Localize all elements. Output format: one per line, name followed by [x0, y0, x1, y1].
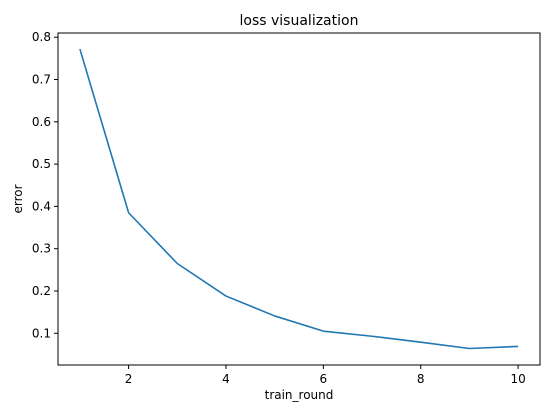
- plot-area: [79, 48, 519, 350]
- y-axis-label: error: [11, 184, 25, 213]
- y-tick-label: 0.6: [32, 115, 51, 129]
- x-axis-label: train_round: [265, 388, 334, 402]
- series-line-0: [79, 48, 519, 350]
- axes-frame: [57, 32, 541, 366]
- y-axis: 0.1 0.2 0.3 0.4 0.5 0.6 0.7 0.8: [32, 30, 58, 340]
- x-tick-label: 8: [417, 372, 425, 386]
- y-tick-label: 0.2: [32, 284, 51, 298]
- y-tick-label: 0.8: [32, 30, 51, 44]
- x-axis: 2 4 6 8 10: [125, 365, 526, 386]
- y-tick-label: 0.4: [32, 199, 51, 213]
- x-tick-label: 6: [320, 372, 328, 386]
- chart-title: loss visualization: [240, 13, 359, 29]
- y-tick-label: 0.1: [32, 326, 51, 340]
- x-tick-label: 2: [125, 372, 133, 386]
- x-tick-label: 4: [222, 372, 230, 386]
- y-tick-label: 0.7: [32, 73, 51, 87]
- y-tick-label: 0.3: [32, 242, 51, 256]
- x-tick-label: 10: [510, 372, 525, 386]
- y-tick-label: 0.5: [32, 157, 51, 171]
